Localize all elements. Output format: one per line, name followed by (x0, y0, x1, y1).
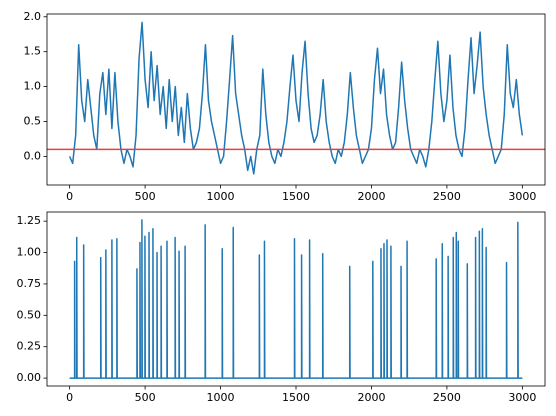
x-tick-label: 3000 (508, 190, 536, 203)
x-tick-label: 0 (66, 190, 73, 203)
x-tick-label: 500 (135, 190, 156, 203)
axes-frame (46, 211, 546, 387)
x-tick-label: 500 (135, 391, 156, 404)
x-tick-label: 2000 (357, 190, 385, 203)
data-line (69, 219, 523, 379)
y-tick-label: 0.0 (24, 149, 42, 162)
x-tick-label: 0 (66, 391, 73, 404)
y-tick-label: 0.75 (17, 277, 42, 290)
x-tick-label: 2500 (433, 391, 461, 404)
x-tick-label: 3000 (508, 391, 536, 404)
y-tick-label: 1.0 (24, 80, 42, 93)
y-tick-label: 0.50 (17, 308, 42, 321)
y-tick-label: 1.25 (17, 214, 42, 227)
y-tick-label: 1.00 (17, 246, 42, 259)
x-tick-label: 1500 (282, 391, 310, 404)
x-tick-label: 2500 (433, 190, 461, 203)
axes-frame (46, 13, 546, 186)
y-tick-label: 0.5 (24, 114, 42, 127)
data-line (68, 21, 524, 175)
y-tick-label: 1.5 (24, 45, 42, 58)
y-tick-label: 0.00 (17, 371, 42, 384)
y-tick-label: 2.0 (24, 10, 42, 23)
x-tick-label: 1000 (207, 391, 235, 404)
y-tick-label: 0.25 (17, 340, 42, 353)
x-tick-label: 2000 (357, 391, 385, 404)
x-tick-label: 1500 (282, 190, 310, 203)
x-tick-label: 1000 (207, 190, 235, 203)
